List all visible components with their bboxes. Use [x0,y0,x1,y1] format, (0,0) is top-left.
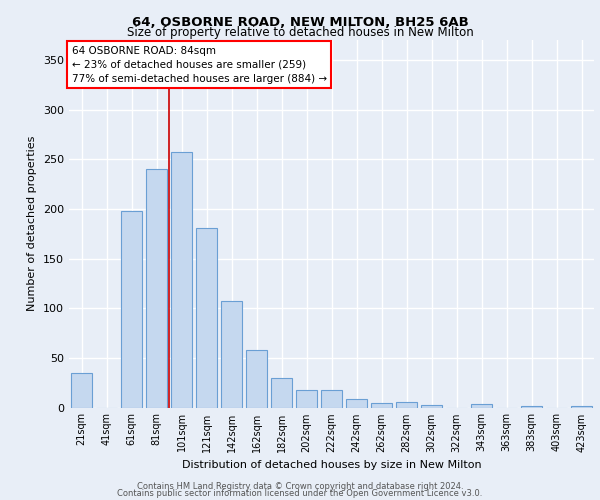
Bar [171,152,192,407]
Text: Contains public sector information licensed under the Open Government Licence v3: Contains public sector information licen… [118,489,482,498]
Bar [121,211,142,408]
Bar [296,390,317,407]
Bar [196,228,217,408]
Bar [471,404,492,407]
X-axis label: Distribution of detached houses by size in New Milton: Distribution of detached houses by size … [182,460,481,470]
Bar [421,404,442,407]
Bar [146,169,167,408]
Text: Size of property relative to detached houses in New Milton: Size of property relative to detached ho… [127,26,473,39]
Text: 64, OSBORNE ROAD, NEW MILTON, BH25 6AB: 64, OSBORNE ROAD, NEW MILTON, BH25 6AB [131,16,469,29]
Bar [346,398,367,407]
Bar [571,406,592,407]
Text: 64 OSBORNE ROAD: 84sqm
← 23% of detached houses are smaller (259)
77% of semi-de: 64 OSBORNE ROAD: 84sqm ← 23% of detached… [71,46,327,84]
Bar [246,350,267,408]
Bar [396,402,417,407]
Bar [321,390,342,407]
Bar [71,372,92,408]
Bar [221,301,242,408]
Bar [271,378,292,408]
Y-axis label: Number of detached properties: Number of detached properties [28,136,37,312]
Bar [371,402,392,407]
Text: Contains HM Land Registry data © Crown copyright and database right 2024.: Contains HM Land Registry data © Crown c… [137,482,463,491]
Bar [521,406,542,407]
